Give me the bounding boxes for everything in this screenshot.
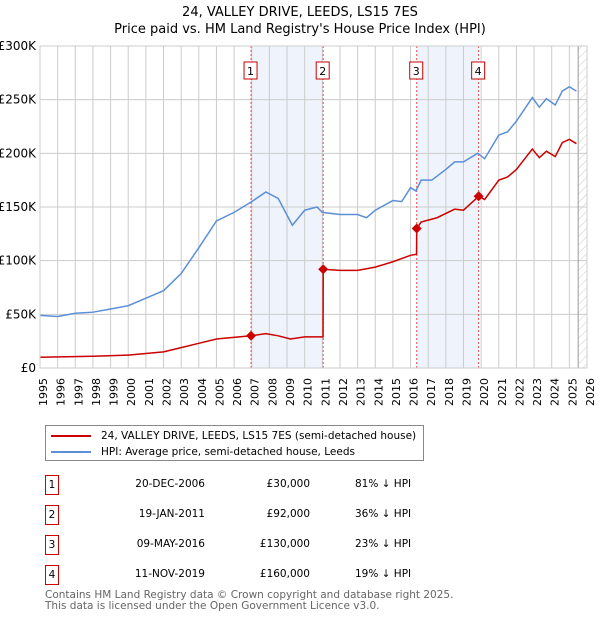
y-tick-label: £250K: [0, 93, 37, 107]
sale-label-box: [471, 61, 486, 80]
x-tick-label: 2003: [178, 378, 191, 406]
y-tick-label: £50K: [5, 307, 37, 321]
x-tick-label: 2010: [302, 378, 315, 406]
sale-label-box: [243, 61, 258, 80]
footer-line: Contains HM Land Registry data © Crown c…: [45, 589, 454, 601]
sale-price: £30,000: [266, 478, 310, 490]
sale-hpi-diff: 36% ↓ HPI: [355, 508, 412, 520]
x-tick-label: 2020: [478, 378, 491, 406]
x-tick-label: 1998: [90, 378, 103, 406]
sale-price: £130,000: [259, 538, 310, 550]
sale-point: [473, 191, 484, 202]
subtitle-line: Price paid vs. HM Land Registry's House …: [114, 22, 486, 37]
sale-price: £160,000: [259, 568, 310, 580]
title-line: 24, VALLEY DRIVE, LEEDS, LS15 7ES: [182, 5, 418, 20]
x-tick-label: 2015: [390, 378, 403, 406]
sale-label: 2: [319, 65, 326, 78]
sale-number: 1: [45, 475, 59, 495]
sale-label: 1: [247, 65, 254, 78]
price-paid-line: [39, 138, 577, 359]
sale-point: [318, 264, 329, 275]
sale-point: [246, 330, 257, 341]
sale-hpi-diff: 23% ↓ HPI: [355, 538, 412, 550]
sale-date: 20-DEC-2006: [135, 478, 205, 490]
x-tick-label: 2004: [196, 378, 209, 406]
sale-row: 1 20-DEC-2006 £30,000 81% ↓ HPI: [45, 475, 465, 495]
footer-line: This data is licensed under the Open Gov…: [45, 600, 380, 612]
x-tick-label: 2021: [496, 378, 509, 406]
sale-date: 09-MAY-2016: [136, 538, 205, 550]
sale-label: 3: [413, 65, 420, 78]
x-tick-label: 2006: [231, 378, 244, 406]
legend-swatch: [51, 435, 91, 437]
legend-label: 24, VALLEY DRIVE, LEEDS, LS15 7ES (semi-…: [101, 430, 417, 442]
x-tick-label: 2026: [584, 378, 597, 406]
price-chart: 1995 1996 1997 1998 1999 2000 2001 2002 2003 2004…: [0, 39, 597, 406]
x-tick-label: 2022: [513, 378, 526, 406]
sale-number: 4: [45, 565, 59, 585]
y-tick-label: £0: [21, 361, 36, 375]
sale-label: 4: [475, 65, 482, 78]
x-tick-label: 2017: [425, 378, 438, 406]
x-tick-label: 2019: [460, 378, 473, 406]
x-tick-label: 2007: [249, 378, 262, 406]
x-tick-label: 2024: [549, 378, 562, 406]
x-tick-label: 1997: [72, 378, 85, 406]
sale-date: 11-NOV-2019: [134, 568, 205, 580]
x-tick-label: 2005: [213, 378, 226, 406]
hpi-line: [39, 85, 577, 318]
legend-label: HPI: Average price, semi-detached house,…: [101, 446, 355, 458]
legend-item-property: 24, VALLEY DRIVE, LEEDS, LS15 7ES (semi-…: [51, 429, 416, 443]
x-tick-label: 1995: [37, 378, 50, 406]
x-tick-label: 2013: [355, 378, 368, 406]
x-tick-label: 2012: [337, 378, 350, 406]
y-tick-label: £200K: [0, 146, 37, 160]
x-tick-label: 2001: [143, 378, 156, 406]
x-tick-label: 2018: [443, 378, 456, 406]
sale-label-box: [409, 61, 424, 80]
x-tick-label: 2023: [531, 378, 544, 406]
x-tick-label: 2008: [266, 378, 279, 406]
sale-hpi-diff: 19% ↓ HPI: [355, 568, 412, 580]
y-tick-label: £100K: [0, 254, 37, 268]
sale-number: 3: [45, 535, 59, 555]
footer: Contains HM Land Registry data © Crown c…: [45, 590, 453, 612]
legend-item-hpi: HPI: Average price, semi-detached house,…: [51, 445, 355, 459]
x-tick-label: 2014: [372, 378, 385, 406]
x-tick-label: 1999: [108, 378, 121, 406]
legend-swatch: [51, 451, 91, 453]
x-tick-label: 2002: [161, 378, 174, 406]
sale-row: 4 11-NOV-2019 £160,000 19% ↓ HPI: [45, 565, 465, 585]
y-tick-label: £300K: [0, 39, 37, 53]
x-tick-label: 2025: [566, 378, 579, 406]
sale-label-box: [315, 61, 330, 80]
sale-row: 2 19-JAN-2011 £92,000 36% ↓ HPI: [45, 505, 465, 525]
sale-price: £92,000: [266, 508, 310, 520]
x-tick-label: 2011: [319, 378, 332, 406]
x-tick-label: 2009: [284, 378, 297, 406]
sale-number: 2: [45, 505, 59, 525]
x-tick-label: 2000: [125, 378, 138, 406]
plot-frame: [39, 45, 588, 369]
x-tick-label: 2016: [408, 378, 421, 406]
y-tick-label: £150K: [0, 200, 37, 214]
legend: 24, VALLEY DRIVE, LEEDS, LS15 7ES (semi-…: [45, 425, 424, 461]
chart-title: 24, VALLEY DRIVE, LEEDS, LS15 7ES Price …: [0, 4, 600, 38]
sale-hpi-diff: 81% ↓ HPI: [355, 478, 412, 490]
x-tick-label: 1996: [55, 378, 68, 406]
sale-row: 3 09-MAY-2016 £130,000 23% ↓ HPI: [45, 535, 465, 555]
sale-point: [411, 223, 422, 234]
sale-date: 19-JAN-2011: [138, 508, 205, 520]
